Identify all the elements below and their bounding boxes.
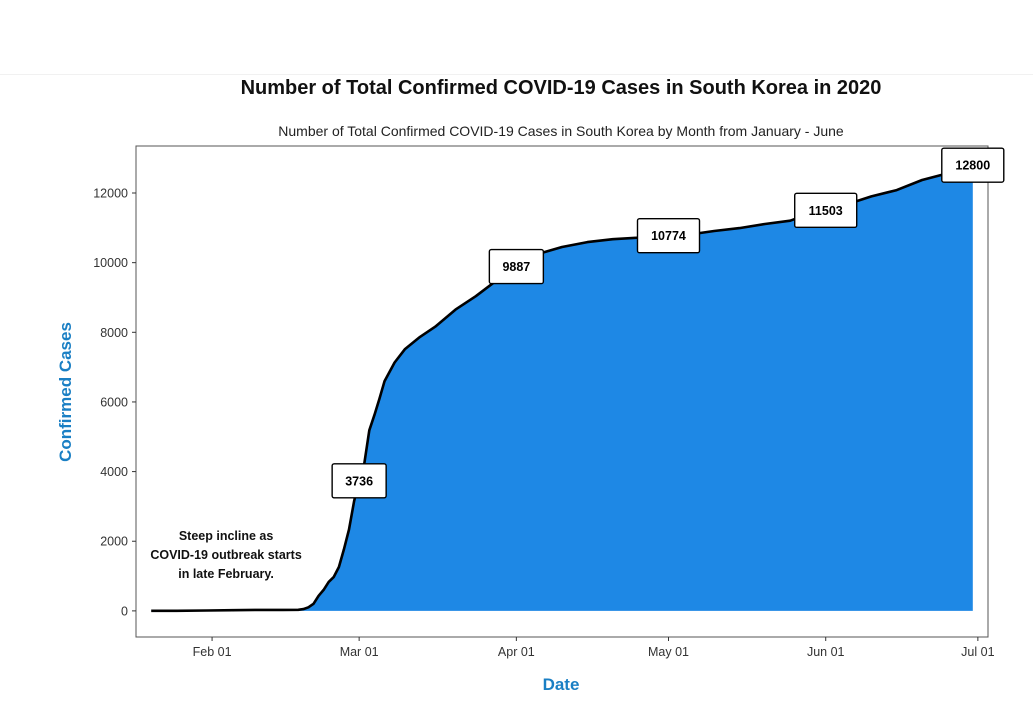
y-tick-label: 10000 <box>93 256 128 270</box>
plot-panel: 0 2000 4000 6000 8000 10000 12000 Feb 01 Mar 01 A… <box>93 145 1005 659</box>
data-label-box <box>941 147 1005 183</box>
y-tick-label: 6000 <box>100 395 128 409</box>
data-label: 9887 <box>488 248 545 285</box>
chart-subtitle: Number of Total Confirmed COVID-19 Cases… <box>278 123 844 139</box>
x-tick-label: May 01 <box>648 645 689 659</box>
data-label: 3736 <box>331 463 387 499</box>
data-label-text: 11503 <box>809 204 843 218</box>
y-tick-label: 8000 <box>100 326 128 340</box>
data-label-text: 3736 <box>345 474 373 488</box>
x-tick-label: Mar 01 <box>340 645 379 659</box>
y-axis-title: Confirmed Cases <box>56 322 75 462</box>
data-label-box <box>488 248 545 285</box>
data-label-box <box>636 218 701 254</box>
data-label: 11503 <box>794 192 858 229</box>
panel-border <box>135 145 989 638</box>
annotation-line: COVID-19 outbreak starts <box>150 548 301 562</box>
x-tick-label: Feb 01 <box>193 645 232 659</box>
y-tick-label: 2000 <box>100 535 128 549</box>
cases-line <box>151 163 974 613</box>
x-tick-label: Apr 01 <box>498 645 535 659</box>
y-tick-label: 0 <box>121 604 128 618</box>
annotation-line: in late February. <box>178 567 274 581</box>
x-tick-label: Jul 01 <box>961 645 994 659</box>
x-axis-title: Date <box>543 675 580 694</box>
data-label: 12800 <box>941 147 1005 183</box>
data-label-text: 9887 <box>502 260 530 274</box>
data-label-box <box>331 463 387 499</box>
y-tick-label: 4000 <box>100 465 128 479</box>
data-label-text: 10774 <box>651 229 686 243</box>
chart-title: Number of Total Confirmed COVID-19 Cases… <box>241 77 882 99</box>
data-label-box <box>794 192 858 229</box>
data-label: 10774 <box>636 218 701 254</box>
cases-area <box>151 165 973 611</box>
annotation-line: Steep incline as <box>179 529 274 543</box>
x-tick-label: Jun 01 <box>807 645 845 659</box>
top-divider <box>0 74 1033 75</box>
data-label-text: 12800 <box>955 159 990 173</box>
y-tick-label: 12000 <box>93 187 128 201</box>
